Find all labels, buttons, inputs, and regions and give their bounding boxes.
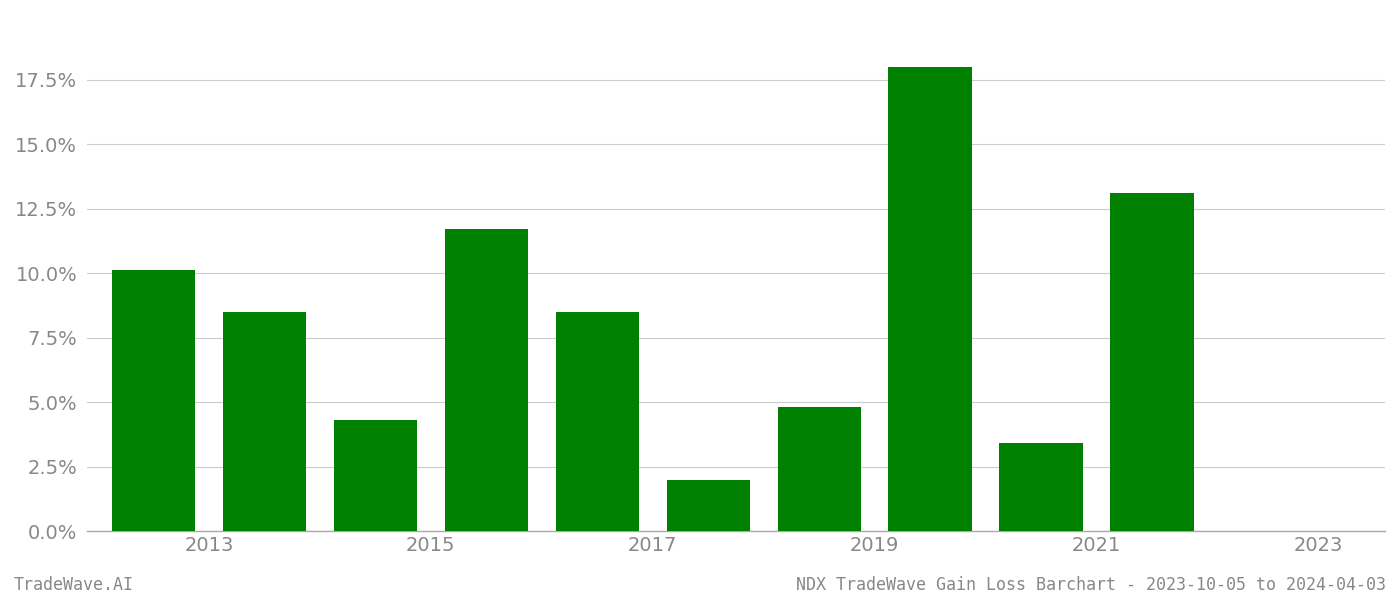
Bar [666, 479, 750, 531]
Bar [1110, 193, 1194, 531]
Bar [223, 312, 307, 531]
Bar [112, 271, 195, 531]
Bar [333, 420, 417, 531]
Text: TradeWave.AI: TradeWave.AI [14, 576, 134, 594]
Bar [556, 312, 638, 531]
Bar [889, 67, 972, 531]
Bar [1000, 443, 1082, 531]
Bar [445, 229, 528, 531]
Text: NDX TradeWave Gain Loss Barchart - 2023-10-05 to 2024-04-03: NDX TradeWave Gain Loss Barchart - 2023-… [797, 576, 1386, 594]
Bar [777, 407, 861, 531]
